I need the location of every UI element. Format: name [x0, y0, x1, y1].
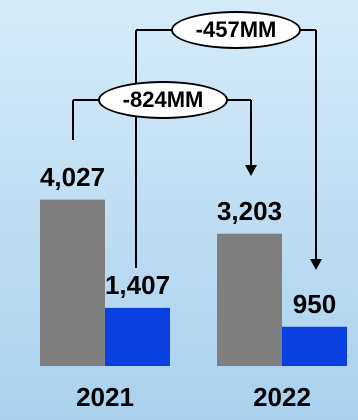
data-label-2022-series-0: 3,203 [216, 195, 283, 226]
callout-arrow-0 [245, 165, 257, 176]
data-label-2021-series-0: 4,027 [39, 161, 106, 192]
bar-2022-series-0 [217, 233, 282, 366]
callout-1: -457MM [171, 11, 301, 49]
data-label-2021-series-1: 1,407 [104, 269, 171, 300]
bar-2021-series-0 [40, 199, 105, 366]
callout-label-0: -824MM [122, 87, 204, 112]
callout-label-1: -457MM [195, 17, 277, 42]
data-label-2022-series-1: 950 [292, 288, 337, 319]
callout-arrow-1 [310, 259, 322, 270]
category-label-2021: 2021 [76, 382, 134, 412]
bar-2022-series-1 [282, 326, 347, 366]
category-label-2022: 2022 [253, 382, 311, 412]
bar-2021-series-1 [105, 307, 170, 366]
callout-0: -824MM [98, 81, 228, 119]
